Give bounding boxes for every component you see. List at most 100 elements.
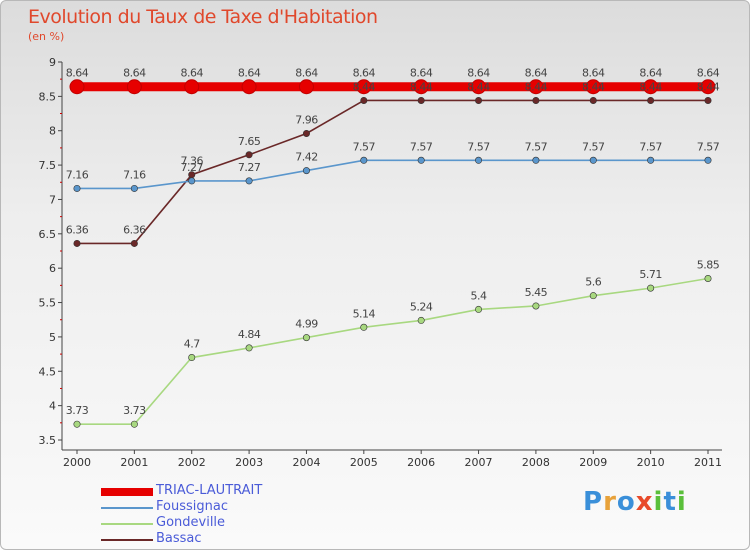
legend-swatch [101, 523, 153, 525]
y-tick-label: 6 [49, 262, 56, 275]
data-label: 8.64 [697, 67, 720, 80]
data-point [188, 354, 196, 362]
data-label: 5.6 [585, 276, 601, 289]
data-label: 8.64 [66, 67, 89, 80]
data-point [184, 79, 200, 95]
data-point [130, 239, 138, 247]
data-label: 7.36 [180, 155, 203, 168]
data-point [528, 79, 544, 95]
data-label: 8.44 [582, 80, 605, 93]
logo-letter: r [603, 487, 617, 517]
data-label: 5.71 [639, 268, 662, 281]
data-label: 8.64 [180, 67, 203, 80]
data-label: 7.65 [238, 135, 261, 148]
data-point [241, 79, 257, 95]
data-label: 8.64 [582, 67, 605, 80]
data-label: 8.44 [697, 80, 720, 93]
data-point [475, 156, 483, 164]
data-label: 8.64 [353, 67, 376, 80]
data-point [417, 156, 425, 164]
data-point [647, 284, 655, 292]
data-point [704, 274, 712, 282]
y-tick-label: 6.5 [39, 228, 57, 241]
data-point [302, 167, 310, 175]
data-label: 4.7 [184, 338, 200, 351]
legend-swatch [101, 488, 153, 496]
logo-letter: i [676, 487, 687, 517]
data-label: 8.44 [410, 80, 433, 93]
chart-title: Evolution du Taux de Taxe d'Habitation [28, 6, 378, 28]
data-point [589, 156, 597, 164]
data-label: 8.44 [525, 80, 548, 93]
data-point [356, 79, 372, 95]
data-point [471, 79, 487, 95]
logo-letter: P [583, 487, 604, 517]
data-label: 5.4 [471, 289, 487, 302]
data-label: 8.64 [238, 67, 261, 80]
data-point [360, 156, 368, 164]
data-label: 5.24 [410, 300, 433, 313]
data-label: 7.57 [353, 140, 376, 153]
data-point [126, 79, 142, 95]
logo-letter: t [663, 487, 677, 517]
data-point [413, 79, 429, 95]
data-label: 7.57 [525, 140, 548, 153]
legend-label: Gondeville [156, 515, 226, 530]
data-point [245, 151, 253, 159]
data-point [585, 79, 601, 95]
x-tick-label: 2011 [694, 456, 722, 469]
y-tick-label: 9 [49, 56, 56, 69]
data-point [475, 305, 483, 313]
y-tick-label: 7.5 [39, 159, 57, 172]
data-label: 7.57 [467, 140, 490, 153]
data-point [298, 79, 314, 95]
data-label: 7.27 [238, 161, 261, 174]
data-label: 8.64 [295, 67, 318, 80]
data-label: 3.73 [123, 404, 146, 417]
y-tick-label: 8.5 [39, 90, 57, 103]
data-label: 7.96 [295, 113, 318, 126]
x-tick-label: 2003 [235, 456, 263, 469]
y-tick-label: 7 [49, 193, 56, 206]
data-point [700, 79, 716, 95]
data-point [360, 323, 368, 331]
data-label: 8.44 [467, 80, 490, 93]
data-point [643, 79, 659, 95]
proxiti-logo: Proxiti [583, 487, 687, 517]
data-point [475, 96, 483, 104]
data-point [245, 177, 253, 185]
x-tick-label: 2007 [465, 456, 493, 469]
data-point [417, 316, 425, 324]
data-point [647, 156, 655, 164]
x-tick-label: 2008 [522, 456, 550, 469]
legend-label: Bassac [156, 531, 202, 546]
data-label: 7.57 [410, 140, 433, 153]
y-tick-label: 5.5 [39, 297, 57, 310]
x-tick-label: 2006 [407, 456, 435, 469]
data-label: 4.84 [238, 328, 261, 341]
data-point [589, 292, 597, 300]
x-tick-label: 2005 [350, 456, 378, 469]
data-point [69, 79, 85, 95]
data-label: 6.36 [123, 223, 146, 236]
data-point [302, 334, 310, 342]
data-point [704, 96, 712, 104]
logo-letter: o [616, 487, 636, 517]
y-tick-label: 4 [49, 400, 56, 413]
legend-label: Foussignac [156, 499, 228, 514]
data-point [589, 96, 597, 104]
x-tick-label: 2002 [178, 456, 206, 469]
data-label: 5.45 [525, 286, 548, 299]
legend-swatch [101, 539, 153, 541]
x-tick-label: 2009 [579, 456, 607, 469]
chart-subtitle: (en %) [28, 30, 65, 43]
y-tick-label: 3.5 [39, 434, 57, 447]
data-label: 6.36 [66, 223, 89, 236]
data-point [360, 96, 368, 104]
data-label: 5.85 [697, 258, 720, 271]
logo-letter: i [653, 487, 664, 517]
data-label: 8.64 [410, 67, 433, 80]
data-point [188, 177, 196, 185]
